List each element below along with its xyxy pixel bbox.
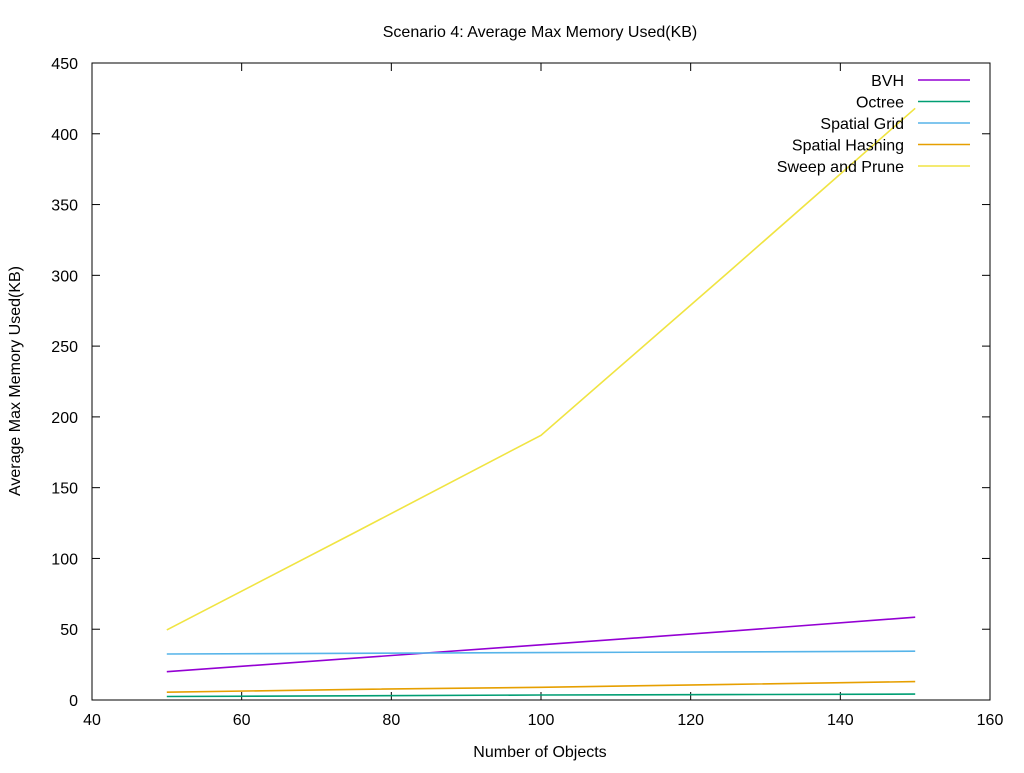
legend-label-spatial-grid: Spatial Grid [820,116,904,133]
series-line-bvh [166,616,916,673]
x-tick-label: 140 [827,712,854,729]
series-line-octree [166,693,916,698]
y-tick-label: 450 [51,56,78,73]
y-axis-title: Average Max Memory Used(KB) [7,266,24,496]
y-tick-label: 150 [51,481,78,498]
y-tick-label: 0 [69,693,78,710]
legend-label-sweep-and-prune: Sweep and Prune [777,159,904,176]
axis-ticks: 40 60 80 100 120 140 160 0 50 100 150 200 250 300 350 4… [51,56,1003,729]
y-tick-label: 50 [60,622,78,639]
legend: BVH Octree Spatial Grid Spatial Hashing Swee… [777,73,970,176]
y-tick-label: 300 [51,268,78,285]
series-lines [166,107,916,698]
y-tick-label: 250 [51,339,78,356]
series-line-spatial-hashing [166,680,916,693]
y-tick-label: 400 [51,127,78,144]
x-tick-label: 40 [83,712,101,729]
legend-label-octree: Octree [856,95,904,112]
x-tick-label: 60 [233,712,251,729]
x-tick-label: 100 [528,712,555,729]
series-line-sweep-and-prune [166,107,916,631]
x-tick-label: 160 [977,712,1004,729]
chart-title: Scenario 4: Average Max Memory Used(KB) [383,24,698,41]
y-tick-label: 200 [51,410,78,427]
series-line-spatial-grid [166,650,916,655]
x-tick-label: 120 [677,712,704,729]
legend-label-bvh: BVH [871,73,904,90]
y-tick-label: 350 [51,198,78,215]
x-tick-label: 80 [382,712,400,729]
legend-label-spatial-hashing: Spatial Hashing [792,138,904,155]
x-axis-title: Number of Objects [473,744,606,761]
y-tick-label: 100 [51,551,78,568]
